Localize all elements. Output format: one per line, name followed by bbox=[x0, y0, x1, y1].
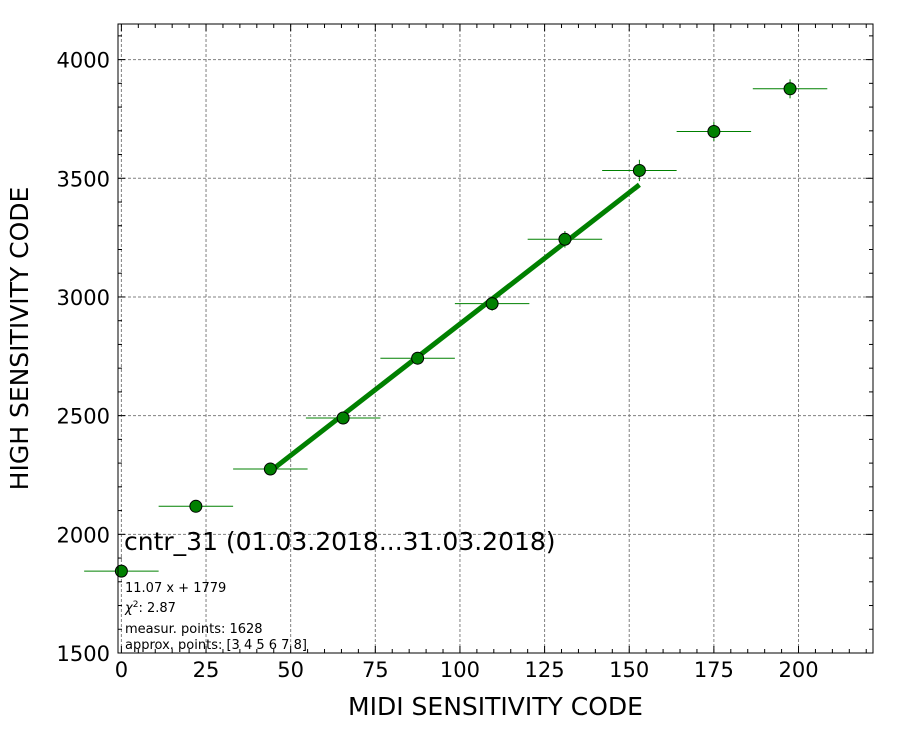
tick-labels: 0 25 50 75 100 125 150 175 200 1500 2000 2500 3000 35… bbox=[57, 49, 819, 682]
data-point bbox=[84, 564, 159, 578]
data-point bbox=[233, 462, 308, 476]
point-marker bbox=[632, 163, 646, 177]
data-point bbox=[380, 351, 455, 365]
annotation-label: cntr_31 (01.03.2018...31.03.2018) bbox=[124, 527, 556, 556]
x-tick-label: 0 bbox=[115, 658, 128, 682]
data-point bbox=[602, 159, 677, 182]
y-tick-label: 3000 bbox=[57, 286, 110, 310]
x-tick-label: 75 bbox=[362, 658, 389, 682]
point-marker bbox=[263, 462, 277, 476]
data-point bbox=[158, 499, 234, 513]
chi-symbol: χ bbox=[124, 601, 134, 616]
point-marker bbox=[485, 297, 499, 311]
y-tick-label: 3500 bbox=[57, 167, 110, 191]
x-tick-label: 50 bbox=[277, 658, 304, 682]
x-axis-label: MIDI SENSITIVITY CODE bbox=[348, 692, 643, 721]
minor-ticks bbox=[118, 24, 873, 653]
data-point bbox=[527, 230, 603, 248]
y-tick-label: 1500 bbox=[57, 642, 110, 666]
approx-points-label: approx. points: [3 4 5 6 7 8] bbox=[125, 638, 307, 653]
x-tick-label: 25 bbox=[193, 658, 220, 682]
major-ticks bbox=[118, 24, 873, 654]
x-tick-label: 200 bbox=[778, 658, 818, 682]
y-tick-label: 4000 bbox=[57, 49, 110, 73]
point-marker bbox=[411, 351, 425, 365]
point-marker bbox=[336, 411, 350, 425]
y-tick-label: 2500 bbox=[57, 405, 110, 429]
x-tick-label: 175 bbox=[694, 658, 734, 682]
points-layer bbox=[84, 79, 828, 578]
fit-layer bbox=[268, 182, 641, 474]
chi-superscript: 2 bbox=[133, 600, 139, 610]
grid-lines bbox=[118, 24, 873, 654]
data-point bbox=[676, 122, 752, 142]
measured-points-label: measur. points: 1628 bbox=[125, 622, 263, 637]
x-tick-label: 150 bbox=[609, 658, 649, 682]
point-marker bbox=[189, 499, 203, 513]
y-tick-label: 2000 bbox=[57, 523, 110, 547]
x-tick-label: 125 bbox=[525, 658, 565, 682]
fit-line bbox=[268, 182, 641, 474]
y-axis-label: HIGH SENSITIVITY CODE bbox=[5, 187, 34, 491]
chi-value: : 2.87 bbox=[138, 601, 175, 616]
plot-frame bbox=[117, 23, 874, 654]
data-point bbox=[752, 79, 828, 99]
point-marker bbox=[114, 564, 128, 578]
point-marker bbox=[783, 82, 797, 96]
point-marker bbox=[707, 125, 721, 139]
x-tick-label: 100 bbox=[440, 658, 480, 682]
point-marker bbox=[558, 232, 572, 246]
data-point bbox=[454, 296, 530, 311]
info-block: 11.07 x + 1779 χ2: 2.87 measur. points: … bbox=[124, 581, 307, 653]
data-point bbox=[305, 411, 381, 425]
chi-square-label: χ2: 2.87 bbox=[124, 600, 176, 616]
fit-equation: 11.07 x + 1779 bbox=[125, 581, 226, 596]
